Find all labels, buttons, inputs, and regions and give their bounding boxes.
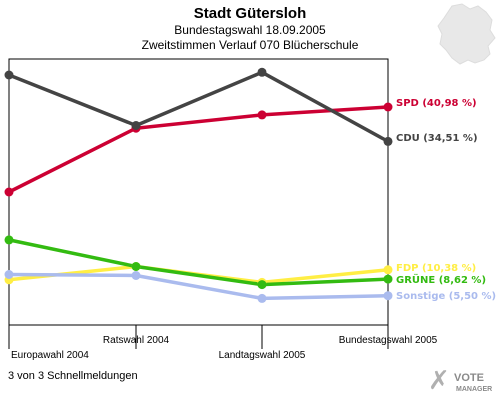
logo-line-2: MANAGER (456, 386, 492, 393)
series-line-grüne (8, 238, 389, 287)
data-point-sonstige (383, 291, 393, 301)
data-point-grüne (131, 262, 141, 271)
series-label-spd: SPD (40,98 %) (396, 98, 477, 109)
data-point-sonstige (4, 270, 14, 279)
logo-x-icon: ✗ (428, 366, 450, 396)
series-label-cdu: CDU (34,51 %) (396, 133, 478, 144)
data-point-grüne (257, 280, 267, 290)
logo-line-1: VOTE (454, 372, 484, 384)
data-point-grüne (4, 235, 14, 245)
data-point-grüne (383, 274, 393, 284)
data-point-cdu (383, 136, 393, 146)
series-line-spd (8, 105, 389, 194)
data-point-cdu (4, 70, 14, 80)
data-point-spd (4, 187, 14, 197)
news-link[interactable]: 3 von 3 Schnellmeldungen (8, 370, 138, 382)
data-point-sonstige (257, 293, 267, 303)
data-point-cdu (131, 121, 141, 130)
x-tick-label: Ratswahl 2004 (103, 335, 170, 346)
x-tick-label: Bundestagswahl 2005 (339, 335, 438, 346)
series-label-grüne: GRÜNE (8,62 %) (396, 272, 486, 286)
series-label-sonstige: Sonstige (5,50 %) (396, 291, 496, 302)
vote-manager-logo: ✗ VOTE MANAGER (428, 366, 492, 396)
chart-subtitle-2: Zweitstimmen Verlauf 070 Blücherschule (142, 38, 359, 52)
germany-map-icon (437, 3, 496, 65)
data-point-fdp (383, 265, 393, 275)
chart-subtitle-1: Bundestagswahl 18.09.2005 (174, 23, 326, 37)
series-line-cdu (8, 70, 389, 143)
x-tick-label: Europawahl 2004 (11, 350, 89, 361)
data-point-cdu (257, 67, 267, 77)
series-line-sonstige (8, 272, 389, 301)
data-point-sonstige (131, 271, 141, 280)
x-tick-label: Landtagswahl 2005 (219, 350, 306, 361)
chart-title: Stadt Gütersloh (194, 5, 307, 22)
data-point-spd (383, 102, 393, 112)
series-label-fdp: FDP (10,38 %) (396, 263, 476, 274)
data-point-spd (257, 110, 267, 120)
